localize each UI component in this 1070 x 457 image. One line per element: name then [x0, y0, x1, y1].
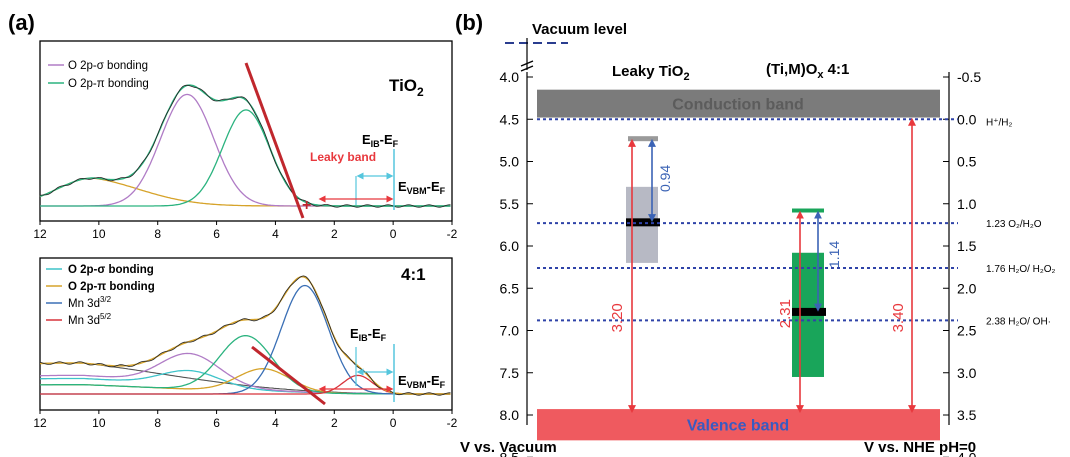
bottom-legend-label-2: O 2p-π bonding	[68, 281, 155, 293]
top-raw-data-curve	[39, 84, 451, 208]
left-axis-tick-label: 4.5	[500, 111, 520, 127]
panel-b-diagram: Vacuum level 4.0 4.5 5.0 5.5 6.0 6.5 7.0 7.5 8.0…	[460, 21, 1056, 457]
panel-a-top-plot: + O 2p-σ bonding O 2p-π bonding TiO2 Lea…	[33, 40, 458, 241]
redox-label-2: 1.76 H₂O/ H₂O₂	[986, 264, 1056, 275]
top-x-tick-label: 6	[213, 227, 220, 241]
bottom-x-tick-label: 12	[33, 416, 47, 430]
valence-band	[537, 409, 940, 441]
left-axis-tick-label: 8.0	[500, 407, 520, 423]
leaky-ib-value: 0.94	[657, 165, 673, 192]
panel-a-label: (a)	[8, 10, 35, 35]
top-legend-label-1: O 2p-σ bonding	[68, 60, 148, 72]
alloy-ib-top	[792, 208, 824, 213]
top-background-curve	[39, 177, 451, 207]
top-leaky-band-label: Leaky band	[310, 150, 376, 164]
valence-band-label: Valence band	[687, 418, 789, 435]
bottom-x-tick-label: 0	[390, 416, 397, 430]
panel-a-top-curves	[39, 84, 451, 208]
vacuum-level-label: Vacuum level	[532, 21, 627, 38]
top-x-tick-label: 8	[154, 227, 161, 241]
redox-label-3: 2.38 H₂O/ OH·	[986, 316, 1051, 327]
top-title: TiO2	[389, 76, 424, 99]
left-axis-tick-label: 6.5	[500, 280, 520, 296]
bottom-legend-label-1: O 2p-σ bonding	[68, 264, 154, 276]
left-axis-tick-label: 8.5	[500, 449, 520, 457]
bottom-x-tick-label: 2	[331, 416, 338, 430]
panel-a-bottom-curves	[39, 275, 451, 396]
bottom-x-tick-label: 10	[92, 416, 106, 430]
panel-b-label: (b)	[455, 10, 483, 35]
right-axis-tick-label: 3.5	[957, 407, 977, 423]
axis-break-mark-2	[520, 65, 534, 72]
redox-label-1: 1.23 O₂/H₂O	[986, 219, 1042, 230]
right-axis-tick-label: 1.0	[957, 196, 977, 212]
alloy-title: (Ti,M)Ox 4:1	[766, 61, 849, 81]
right-axis-tick-label: 3.0	[957, 365, 977, 381]
right-axis-label: V vs. NHE pH=0	[864, 439, 976, 456]
panel-a-top-frame	[39, 40, 453, 222]
top-x-tick-label: 12	[33, 227, 47, 241]
redox-lines: H⁺/H₂ 1.23 O₂/H₂O 1.76 H₂O/ H₂O₂ 2.38 H₂O/ …	[537, 117, 1056, 327]
top-x-tick-label: 10	[92, 227, 106, 241]
leaky-gap-value: 3.20	[609, 303, 626, 332]
top-x-tick-label: 2	[331, 227, 338, 241]
redox-label-0: H⁺/H₂	[986, 117, 1013, 128]
top-x-tick-label: 0	[390, 227, 397, 241]
top-fit-cross: +	[302, 197, 311, 214]
right-axis-tick-label: 2.5	[957, 323, 977, 339]
bottom-x-tick-label: 8	[154, 416, 161, 430]
right-axis-tick-label: 0.0	[957, 111, 977, 127]
axis-break-mark-1	[520, 60, 534, 67]
right-axis-tick-label: 4.0	[957, 449, 977, 457]
right-axis-tick-label: 0.5	[957, 154, 977, 170]
bottom-legend-label-3: Mn 3d3/2	[68, 295, 112, 310]
top-pi-curve	[40, 109, 451, 207]
bottom-legend-label-4: Mn 3d5/2	[68, 312, 112, 327]
left-axis-tick-label: 5.0	[500, 154, 520, 170]
top-x-tick-label: -2	[447, 227, 458, 241]
alloy-ib-value: 1.14	[826, 241, 842, 268]
left-axis-ticks: 4.0 4.5 5.0 5.5 6.0 6.5 7.0 7.5 8.0 8.5	[500, 69, 533, 457]
nhe-gap-value: 3.40	[890, 303, 907, 332]
top-eib-label: EIB-EF	[362, 132, 399, 149]
top-sigma-curve	[40, 93, 451, 207]
bottom-x-tick-label: 6	[213, 416, 220, 430]
top-x-tick-label: 4	[272, 227, 279, 241]
left-axis-tick-label: 5.5	[500, 196, 520, 212]
bottom-eib-label: EIB-EF	[350, 326, 387, 343]
bottom-fit-line	[251, 345, 326, 406]
bottom-x-tick-label: 4	[272, 416, 279, 430]
panel-a-bottom-frame	[39, 257, 453, 411]
bottom-evbm-label: EVBM-EF	[398, 373, 446, 390]
conduction-band	[537, 89, 940, 118]
top-x-ticks: 12 10 8 6 4 2 0 -2	[33, 221, 458, 241]
bottom-x-tick-label: -2	[447, 416, 458, 430]
conduction-band-label: Conduction band	[672, 97, 804, 114]
leaky-tio2-title: Leaky TiO2	[612, 63, 690, 83]
bottom-title: 4:1	[401, 265, 426, 284]
right-axis-tick-label: 1.5	[957, 238, 977, 254]
panel-a-bottom-plot: O 2p-σ bonding O 2p-π bonding Mn 3d3/2 M…	[33, 257, 458, 430]
left-axis-label: V vs. Vacuum	[460, 439, 557, 456]
top-legend-label-2: O 2p-π bonding	[68, 78, 149, 90]
left-axis-tick-label: 4.0	[500, 69, 520, 85]
right-axis-tick-label: 2.0	[957, 280, 977, 296]
alloy-gap-value: 2.31	[777, 299, 794, 328]
leaky-state	[626, 218, 660, 227]
alloy-state	[792, 307, 826, 316]
leaky-ib-top	[628, 136, 658, 142]
top-evbm-label: EVBM-EF	[398, 179, 446, 196]
left-axis-tick-label: 7.0	[500, 323, 520, 339]
right-axis-ticks: -0.5 0.0 0.5 1.0 1.5 2.0 2.5 3.0 3.5 4.0	[943, 69, 981, 457]
left-axis-tick-label: 6.0	[500, 238, 520, 254]
right-axis-tick-label: -0.5	[957, 69, 981, 85]
bottom-x-ticks: 12 10 8 6 4 2 0 -2	[33, 410, 458, 430]
left-axis-tick-label: 7.5	[500, 365, 520, 381]
top-fit-line	[244, 62, 305, 219]
